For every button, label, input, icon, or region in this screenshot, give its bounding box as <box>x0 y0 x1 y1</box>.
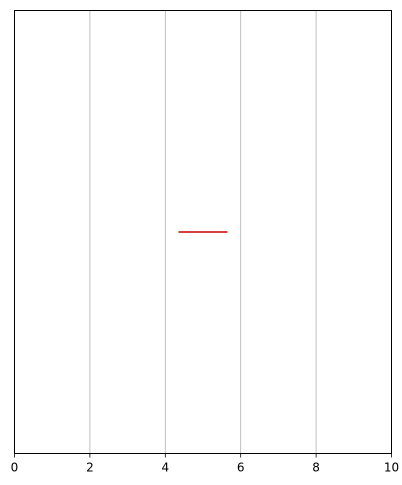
x-axis-ticks: 0 2 4 6 8 10 <box>11 453 399 475</box>
plot-frame <box>14 10 392 454</box>
x-tick-label-0: 0 <box>11 461 19 475</box>
x-tick-label-2: 2 <box>86 461 94 475</box>
grid-lines <box>89 10 317 454</box>
x-tick-label-8: 8 <box>312 461 320 475</box>
x-tick-label-6: 6 <box>237 461 245 475</box>
x-tick-label-10: 10 <box>384 461 399 475</box>
x-tick-label-4: 4 <box>161 461 169 475</box>
